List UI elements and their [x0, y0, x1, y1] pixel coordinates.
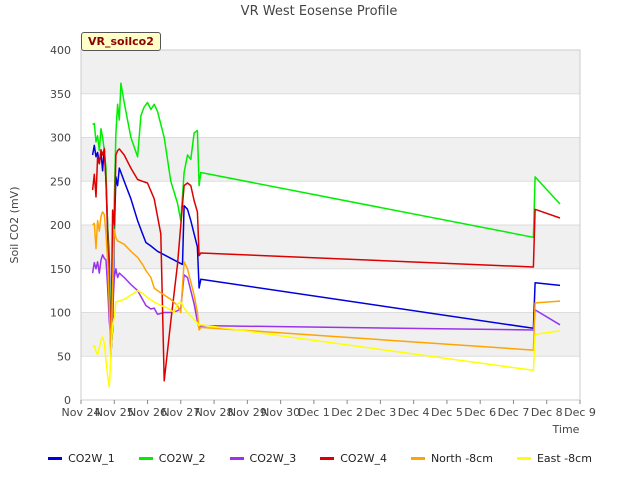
y-tick-label: 150 — [50, 263, 71, 276]
y-tick-label: 250 — [50, 175, 71, 188]
plot-band — [81, 225, 580, 269]
x-tick-label: Dec 9 — [564, 406, 596, 419]
chart-title: VR West Eosense Profile — [241, 4, 398, 19]
legend-label: East -8cm — [536, 452, 592, 465]
x-tick-label: Nov 30 — [261, 406, 300, 419]
legend-swatch — [229, 457, 244, 460]
site-badge: VR_soilco2 — [81, 32, 161, 51]
y-tick-label: 0 — [64, 394, 71, 407]
legend-item: East -8cm — [516, 452, 592, 465]
x-tick-label: Nov 27 — [161, 406, 200, 419]
legend-swatch — [410, 457, 425, 460]
legend-label: CO2W_2 — [158, 452, 206, 465]
series-line-co2w-2 — [92, 82, 561, 336]
y-tick-label: 100 — [50, 307, 71, 320]
plot-band — [81, 312, 580, 357]
legend-swatch — [138, 457, 153, 460]
legend-swatch — [48, 457, 63, 460]
legend-label: CO2W_4 — [340, 452, 387, 465]
x-tick-label: Dec 3 — [365, 406, 397, 419]
y-tick-label: 300 — [50, 132, 71, 145]
series-line-co2w-1 — [91, 144, 561, 356]
y-tick-label: 50 — [57, 350, 71, 363]
series-line-north-8cm — [92, 211, 561, 360]
x-tick-label: Dec 8 — [531, 406, 563, 419]
legend-swatch — [516, 457, 531, 460]
x-tick-label: Nov 24 — [62, 406, 101, 419]
plot-band — [81, 50, 580, 94]
plot-bands — [81, 50, 580, 400]
x-tick-label: Nov 26 — [128, 406, 167, 419]
x-tick-label: Dec 7 — [498, 406, 530, 419]
legend-label: CO2W_3 — [249, 452, 297, 465]
series-line-co2w-4 — [91, 148, 561, 382]
legend-swatch — [320, 457, 335, 460]
y-ticks: 0 50 100 150 200 250 300 350 400 — [50, 44, 71, 407]
legend-item: CO2W_4 — [320, 452, 387, 465]
plot-band — [81, 181, 580, 225]
plot-band — [81, 268, 580, 313]
plot-band — [81, 137, 580, 182]
x-axis-label: Time — [552, 423, 580, 436]
legend-item: CO2W_2 — [138, 452, 206, 465]
x-tick-label: Dec 5 — [431, 406, 463, 419]
series-line-east-8cm — [92, 289, 561, 388]
legend-label: North -8cm — [430, 452, 493, 465]
x-tick-label: Dec 2 — [331, 406, 363, 419]
plot-band — [81, 356, 580, 400]
y-tick-label: 350 — [50, 88, 71, 101]
legend: CO2W_1 CO2W_2 CO2W_3 CO2W_4 North -8cm East -… — [0, 452, 640, 465]
y-tick-label: 400 — [50, 44, 71, 57]
x-tick-label: Nov 25 — [95, 406, 134, 419]
legend-item: CO2W_1 — [48, 452, 115, 465]
legend-item: CO2W_3 — [229, 452, 297, 465]
x-tick-label: Nov 29 — [228, 406, 267, 419]
y-axis-label: Soil CO2 (mV) — [8, 187, 21, 264]
legend-item: North -8cm — [410, 452, 493, 465]
plot-band — [81, 93, 580, 138]
legend-label: CO2W_1 — [68, 452, 115, 465]
x-tick-label: Dec 6 — [464, 406, 496, 419]
x-tick-label: Nov 28 — [195, 406, 234, 419]
x-tick-label: Dec 1 — [298, 406, 330, 419]
plot-frame — [80, 49, 581, 401]
series-lines — [91, 82, 561, 388]
x-tick-label: Dec 4 — [398, 406, 430, 419]
y-tick-label: 200 — [50, 219, 71, 232]
